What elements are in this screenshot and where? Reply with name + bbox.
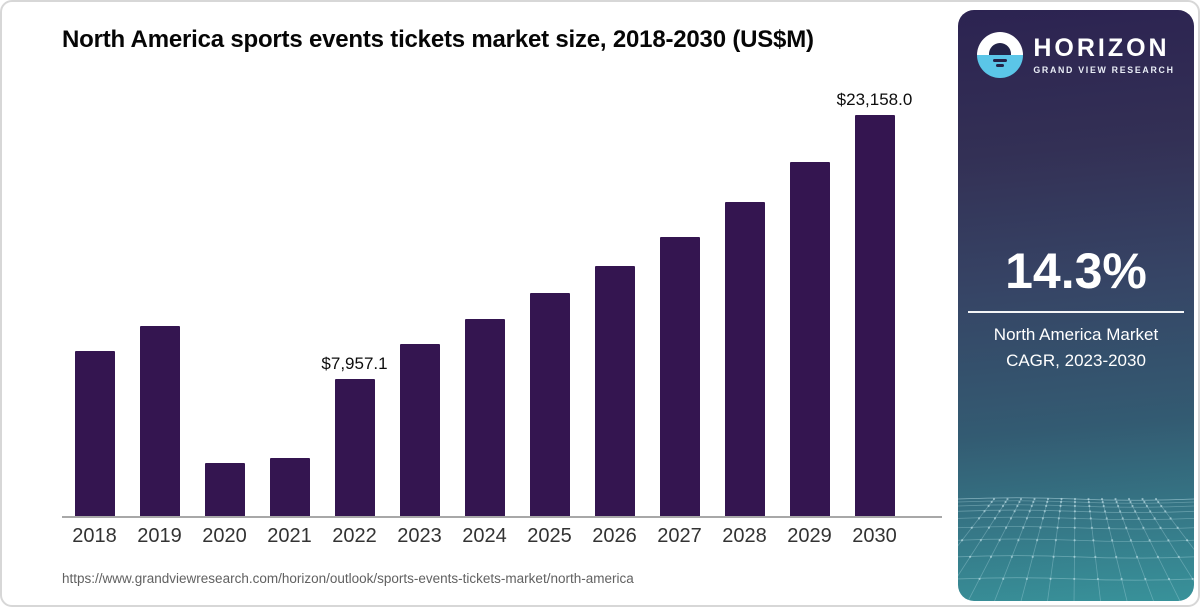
x-axis-label-2027: 2027: [657, 525, 702, 547]
bar-column-2029: [777, 87, 842, 517]
bar-column-2019: [127, 87, 192, 517]
x-axis-label-2019: 2019: [137, 525, 182, 547]
bar-column-2028: [712, 87, 777, 517]
bar-chart-plot-area: $7,957.1 $23,158.0: [62, 87, 912, 517]
bar-column-2021: [257, 87, 322, 517]
sun-reflection-line-icon: [996, 64, 1005, 67]
x-axis-line: [62, 516, 942, 518]
bar-column-2018: [62, 87, 127, 517]
bar-2022: [334, 378, 375, 517]
stat-divider: [968, 311, 1184, 313]
x-axis-label-2026: 2026: [592, 525, 637, 547]
x-axis-labels: 2018 2019 2020 2021 2022 2023 2024 2025 2026 2027…: [62, 525, 907, 548]
bar-2028: [724, 202, 765, 517]
brand-name: HORIZON: [1033, 33, 1170, 62]
bar-column-2025: [517, 87, 582, 517]
source-url: https://www.grandviewresearch.com/horizo…: [62, 571, 634, 586]
bar-2019: [139, 326, 180, 517]
horizon-logo: HORIZON GRAND VIEW RESEARCH: [958, 32, 1194, 78]
sun-icon: [989, 43, 1012, 55]
x-axis-label-2028: 2028: [722, 525, 767, 547]
bar-column-2030: $23,158.0: [837, 87, 912, 517]
bar-value-label-2022: $7,957.1: [321, 353, 388, 373]
x-axis-label-2025: 2025: [527, 525, 572, 547]
chart-title: North America sports events tickets mark…: [62, 26, 814, 53]
x-axis-label-2020: 2020: [202, 525, 247, 547]
sun-reflection-line-icon: [993, 59, 1008, 62]
x-axis-label-2021: 2021: [267, 525, 312, 547]
bar-2030: [854, 114, 895, 517]
sidebar: HORIZON GRAND VIEW RESEARCH 14.3% North …: [958, 10, 1194, 601]
bar-2021: [269, 457, 310, 517]
horizon-sun-circle-icon: [977, 32, 1024, 78]
bar-column-2024: [452, 87, 517, 517]
bar-column-2027: [647, 87, 712, 517]
wireframe-mesh-graphic: [958, 497, 1194, 601]
bar-2020: [204, 463, 245, 517]
x-axis-label-2030: 2030: [852, 525, 897, 547]
bar-2027: [659, 236, 700, 517]
bar-2026: [594, 266, 635, 517]
cagr-caption: North America Market CAGR, 2023-2030: [993, 325, 1159, 371]
bar-column-2023: [387, 87, 452, 517]
bar-2029: [789, 162, 830, 517]
x-axis-label-2022: 2022: [332, 525, 377, 547]
bar-column-2020: [192, 87, 257, 517]
logo-text: HORIZON GRAND VIEW RESEARCH: [1033, 33, 1175, 75]
brand-subtitle: GRAND VIEW RESEARCH: [1033, 64, 1175, 75]
x-axis-label-2018: 2018: [72, 525, 117, 547]
cagr-stat-block: 14.3% North America Market CAGR, 2023-20…: [958, 246, 1194, 375]
cagr-value: 14.3%: [1005, 243, 1147, 299]
x-axis-label-2023: 2023: [397, 525, 442, 547]
x-axis-label-2029: 2029: [787, 525, 832, 547]
bar-2024: [464, 318, 505, 517]
bar-2018: [74, 351, 115, 517]
bar-column-2022: $7,957.1: [321, 87, 388, 517]
bar-value-label-2030: $23,158.0: [836, 89, 913, 109]
bar-2023: [399, 344, 440, 517]
bar-2025: [529, 293, 570, 517]
bar-column-2026: [582, 87, 647, 517]
x-axis-label-2024: 2024: [462, 525, 507, 547]
